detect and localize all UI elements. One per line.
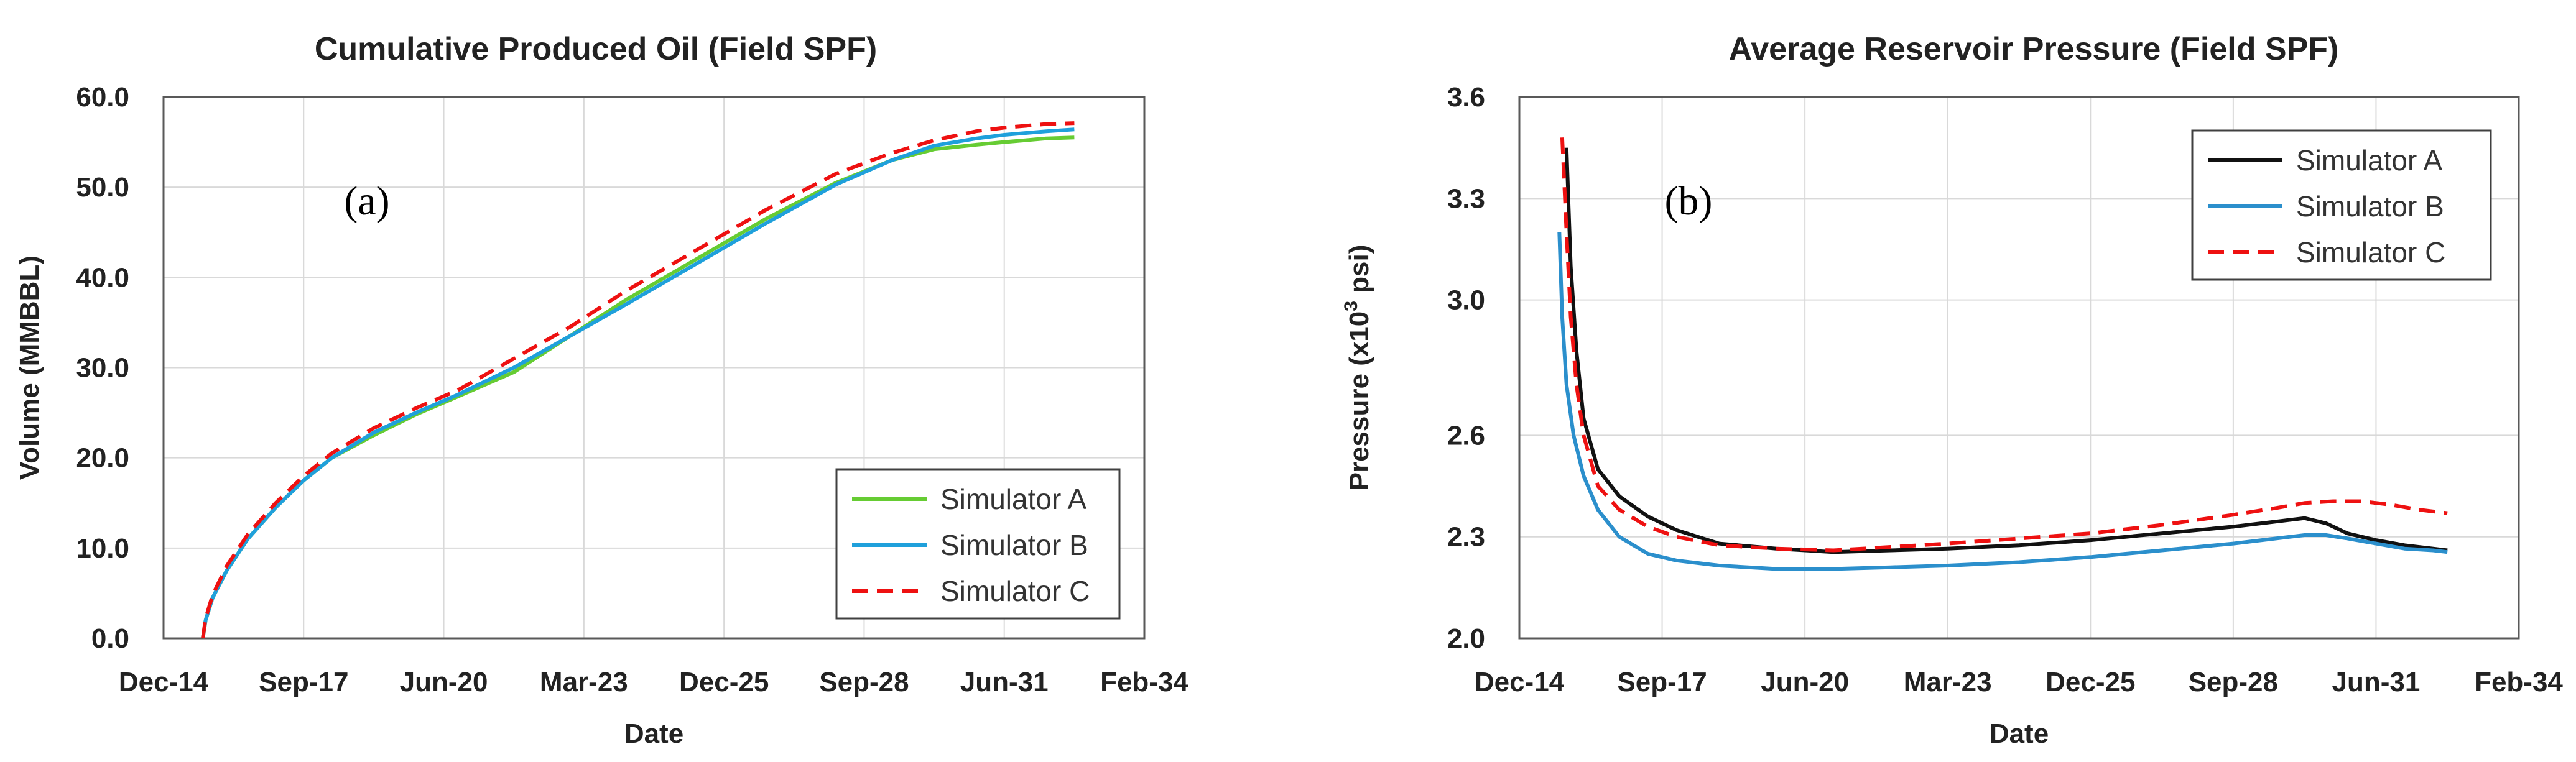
series-line-simulator-c bbox=[201, 121, 1075, 639]
panel-label: (a) bbox=[344, 178, 389, 224]
y-axis-label: Volume (MMBBL) bbox=[14, 255, 45, 480]
x-tick-label: Dec-14 bbox=[119, 667, 209, 697]
series-line-simulator-b bbox=[1557, 232, 2448, 571]
legend-entry: Simulator B bbox=[940, 529, 1088, 561]
x-axis-label: Date bbox=[1990, 718, 2049, 749]
x-tick-label: Jun-20 bbox=[400, 667, 488, 697]
series-line-simulator-b bbox=[201, 127, 1075, 639]
y-axis-label-unit: psi) bbox=[1344, 245, 1374, 301]
x-tick-label: Jun-20 bbox=[1761, 667, 1849, 697]
chart-title: Average Reservoir Pressure (Field SPF) bbox=[1729, 31, 2339, 67]
y-tick-label: 40.0 bbox=[76, 262, 129, 293]
y-tick-label: 50.0 bbox=[76, 172, 129, 203]
x-tick-label: Jun-31 bbox=[2332, 667, 2421, 697]
legend-entry: Simulator A bbox=[940, 483, 1087, 515]
x-tick-label: Dec-25 bbox=[679, 667, 769, 697]
y-tick-label: 60.0 bbox=[76, 82, 129, 112]
panel-label: (b) bbox=[1665, 178, 1713, 224]
x-tick-label: Dec-14 bbox=[1475, 667, 1565, 697]
x-tick-label: Sep-17 bbox=[259, 667, 348, 697]
y-tick-label: 3.6 bbox=[1447, 82, 1485, 112]
chart-1: Average Reservoir Pressure (Field SPF) De… bbox=[1341, 31, 2563, 749]
legend: Simulator A Simulator B Simulator C bbox=[2191, 129, 2492, 281]
x-tick-label: Feb-34 bbox=[1100, 667, 1188, 697]
y-axis-label-text: Volume (MMBBL) bbox=[14, 255, 45, 480]
x-tick-label: Feb-34 bbox=[2475, 667, 2563, 697]
plot-area-border bbox=[1518, 96, 2520, 640]
y-tick-label: 2.6 bbox=[1447, 420, 1485, 451]
x-tick-label: Sep-28 bbox=[819, 667, 909, 697]
y-tick-label: 20.0 bbox=[76, 443, 129, 474]
x-axis-label: Date bbox=[624, 718, 683, 749]
x-tick-label: Mar-23 bbox=[540, 667, 628, 697]
y-axis-label: Pressure (x103 psi) bbox=[1341, 245, 1374, 491]
y-tick-label: 30.0 bbox=[76, 353, 129, 383]
x-tick-label: Dec-25 bbox=[2046, 667, 2135, 697]
y-tick-label: 10.0 bbox=[76, 533, 129, 564]
plot-area-border bbox=[162, 96, 1146, 640]
series-line-simulator-a bbox=[1564, 147, 2448, 554]
legend-entry: Simulator A bbox=[2296, 144, 2443, 177]
y-tick-label: 2.3 bbox=[1447, 522, 1485, 553]
y-axis-label-text: Pressure (x10 bbox=[1344, 311, 1374, 491]
legend: Simulator A Simulator B Simulator C bbox=[835, 468, 1121, 620]
y-tick-label: 2.0 bbox=[1447, 623, 1485, 654]
y-tick-label: 3.0 bbox=[1447, 285, 1485, 316]
legend-box bbox=[2191, 129, 2492, 281]
chart-0: Cumulative Produced Oil (Field SPF) Dec-1… bbox=[14, 31, 1188, 749]
y-axis-label-exponent: 3 bbox=[1341, 301, 1361, 311]
chart-title: Cumulative Produced Oil (Field SPF) bbox=[315, 31, 877, 67]
x-tick-label: Jun-31 bbox=[960, 667, 1049, 697]
x-tick-label: Sep-28 bbox=[2189, 667, 2278, 697]
x-tick-label: Sep-17 bbox=[1617, 667, 1707, 697]
legend-entry: Simulator C bbox=[2296, 236, 2445, 269]
legend-entry: Simulator C bbox=[940, 575, 1090, 607]
x-tick-label: Mar-23 bbox=[1904, 667, 1992, 697]
legend-entry: Simulator B bbox=[2296, 190, 2444, 223]
y-tick-label: 0.0 bbox=[91, 623, 129, 654]
y-tick-label: 3.3 bbox=[1447, 183, 1485, 214]
series-line-simulator-c bbox=[1560, 137, 2448, 553]
